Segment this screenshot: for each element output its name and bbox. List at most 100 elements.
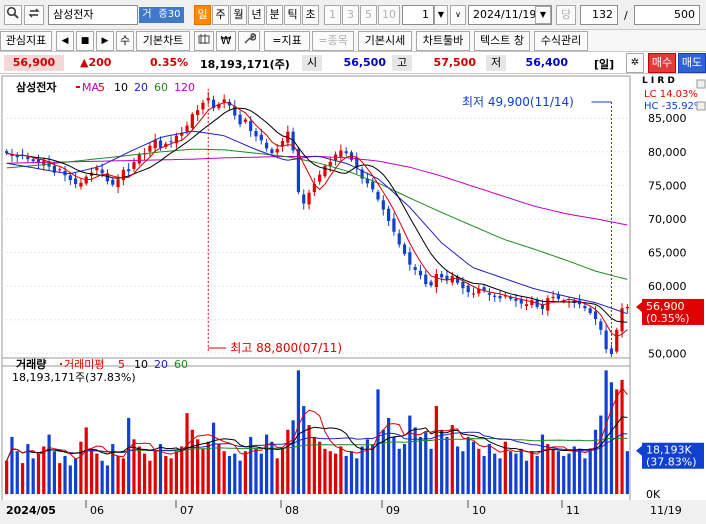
symbol-button[interactable]: =종목 — [312, 31, 354, 51]
candle-body — [424, 274, 428, 285]
candle-body — [487, 293, 492, 295]
volume-bar — [174, 451, 179, 494]
volume-title: 거래량 — [16, 357, 46, 371]
candle-body — [546, 298, 550, 311]
period-tab-3[interactable]: 년 — [248, 5, 265, 25]
volume-bar — [52, 451, 56, 494]
volume-bar — [227, 455, 232, 494]
buy-button[interactable]: 매수 — [648, 53, 676, 73]
count-field[interactable]: 132 — [580, 5, 618, 25]
candle-body — [296, 148, 301, 193]
candle-body — [148, 145, 152, 152]
candle-body — [291, 131, 295, 151]
candle-body — [302, 194, 306, 204]
interval-dropdown-icon[interactable]: ▼ — [434, 5, 448, 25]
sell-button[interactable]: 매도 — [678, 53, 706, 73]
trade-volume: 18,193,171(주) — [200, 58, 290, 71]
candle-body — [174, 135, 179, 144]
volume-bar — [312, 436, 316, 494]
volume-bar — [365, 439, 369, 494]
volume-bar — [127, 417, 131, 494]
candle-body — [461, 281, 465, 289]
volume-bar — [148, 460, 152, 494]
chart-toolbar-button[interactable]: 차트툴바 — [416, 31, 470, 51]
candle-body — [540, 304, 545, 309]
watch-indicator-button[interactable]: 관심지표 — [0, 31, 52, 51]
price-y-tick: 50,000 — [648, 347, 687, 360]
period-tab-0[interactable]: 일 — [194, 5, 211, 25]
candle-body — [68, 175, 72, 181]
ma-legend-4: 60 — [154, 81, 168, 94]
open-label: 시 — [302, 55, 322, 71]
period-tab-5[interactable]: 틱 — [284, 5, 301, 25]
candle-body — [137, 154, 141, 164]
period-tab-1[interactable]: 주 — [212, 5, 229, 25]
candle-body — [318, 174, 322, 182]
won-icon[interactable]: ₩ — [216, 31, 236, 51]
current-rate-label: (0.35%) — [646, 312, 690, 325]
text-window-button[interactable]: 텍스트 창 — [474, 31, 530, 51]
interval-field[interactable]: 1 — [402, 5, 434, 25]
wrench-icon[interactable] — [238, 31, 260, 51]
basic-chart-button[interactable]: 기본차트 — [136, 31, 190, 51]
candle-body — [132, 161, 136, 169]
prev-arrow-icon[interactable]: ◀ — [56, 31, 74, 51]
date-field[interactable]: 2024/11/19 — [468, 5, 552, 25]
candle-body — [79, 182, 83, 187]
interval-button-3[interactable]: 3 — [342, 5, 359, 25]
volume-bar — [519, 448, 523, 494]
volume-bar — [84, 427, 88, 494]
calendar-dropdown-icon[interactable]: ▼ — [535, 6, 551, 24]
indicator-button[interactable]: =지표 — [264, 31, 310, 51]
volume-legend-3: 20 — [154, 358, 168, 371]
period-tab-4[interactable]: 분 — [266, 5, 283, 25]
chevron-down-icon[interactable]: ∨ — [450, 5, 466, 25]
ma-legend-5: 120 — [174, 81, 195, 94]
price-change: ▲200 — [80, 56, 112, 69]
price-volume-chart[interactable]: 85,00080,00075,00070,00065,00060,00055,0… — [0, 74, 706, 524]
candle-body — [211, 99, 216, 109]
candle-body — [445, 275, 449, 281]
next-arrow-icon[interactable]: ▶ — [96, 31, 114, 51]
candle-body — [259, 134, 263, 141]
refresh-icon[interactable] — [24, 5, 44, 25]
candle-body — [265, 142, 269, 149]
candle-body — [201, 102, 205, 110]
period-tab-6[interactable]: 초 — [302, 5, 319, 25]
interval-button-10[interactable]: 10 — [378, 5, 400, 25]
candle-body — [620, 308, 624, 332]
volume-bar — [455, 446, 460, 494]
settings-gear-icon[interactable]: ✲ — [626, 53, 644, 73]
volume-bar — [280, 448, 285, 494]
candle-body — [26, 156, 30, 160]
search-icon[interactable] — [4, 5, 22, 25]
stop-icon[interactable]: ■ — [76, 31, 94, 51]
candle-body — [185, 125, 189, 132]
low-annotation: 최저 49,900(11/14) — [462, 95, 574, 109]
volume-bar — [265, 434, 269, 494]
stock-name-field[interactable]: 삼성전자 — [48, 5, 138, 25]
candle-body — [524, 304, 529, 307]
count-separator: / — [624, 9, 628, 22]
total-count-field[interactable]: 500 — [634, 5, 700, 25]
volume-bar — [604, 370, 608, 494]
candle-body — [227, 101, 232, 106]
candle-body — [31, 159, 35, 162]
formula-manage-button[interactable]: 수식관리 — [534, 31, 588, 51]
volume-bar — [429, 448, 433, 494]
axis-down-icon[interactable] — [696, 101, 706, 111]
candle-body — [307, 192, 311, 205]
candle-body — [217, 104, 221, 109]
candle-body — [116, 179, 120, 188]
interval-button-5[interactable]: 5 — [360, 5, 377, 25]
period-tab-2[interactable]: 월 — [230, 5, 247, 25]
axis-up-icon[interactable] — [696, 79, 706, 89]
tools-icon[interactable] — [194, 31, 214, 51]
volume-bar — [89, 448, 94, 494]
interval-button-1[interactable]: 1 — [324, 5, 341, 25]
high-price: 57,500 — [433, 56, 476, 69]
basic-quote-button[interactable]: 기본시세 — [358, 31, 412, 51]
sum-button[interactable]: 수 — [116, 31, 134, 51]
volume-bar — [15, 451, 19, 494]
volume-legend-0: 거래미평 — [64, 358, 104, 371]
